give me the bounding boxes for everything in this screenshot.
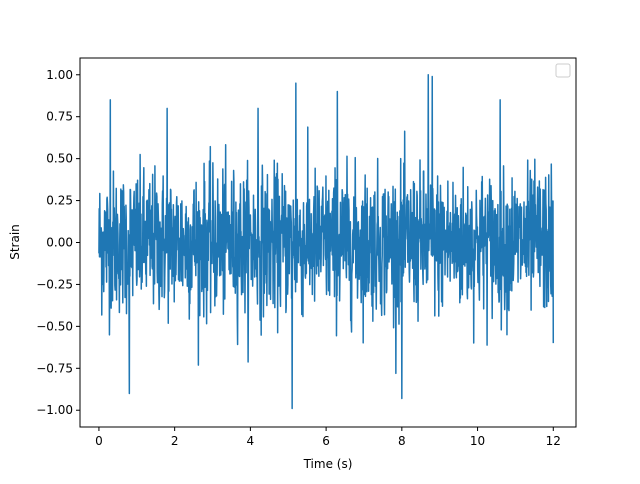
- y-tick-label: −0.25: [36, 277, 73, 291]
- y-tick-label: 0.50: [46, 152, 73, 166]
- x-tick-label: 0: [95, 434, 103, 448]
- x-tick-label: 4: [247, 434, 255, 448]
- y-axis: 1.00 0.75 0.50 0.25 0.00 −0.25 −0.50 −0.75 −1.00: [36, 68, 80, 417]
- x-tick-label: 8: [398, 434, 406, 448]
- y-tick-label: −0.75: [36, 361, 73, 375]
- x-tick-label: 6: [322, 434, 330, 448]
- y-axis-label: Strain: [8, 224, 22, 260]
- y-tick-label: −1.00: [36, 403, 73, 417]
- legend-box: [555, 63, 571, 78]
- x-tick-label: 10: [470, 434, 485, 448]
- x-tick-label: 12: [546, 434, 561, 448]
- y-tick-label: 0.00: [46, 236, 73, 250]
- strain-series-line: [98, 74, 555, 410]
- x-tick-label: 2: [171, 434, 179, 448]
- y-tick-label: −0.50: [36, 319, 73, 333]
- x-axis-label: Time (s): [303, 457, 353, 471]
- plot-area: [98, 74, 555, 410]
- y-tick-label: 0.25: [46, 194, 73, 208]
- y-tick-label: 0.75: [46, 110, 73, 124]
- y-tick-label: 1.00: [46, 68, 73, 82]
- x-axis: 0 2 4 6 8 10 12: [95, 427, 561, 448]
